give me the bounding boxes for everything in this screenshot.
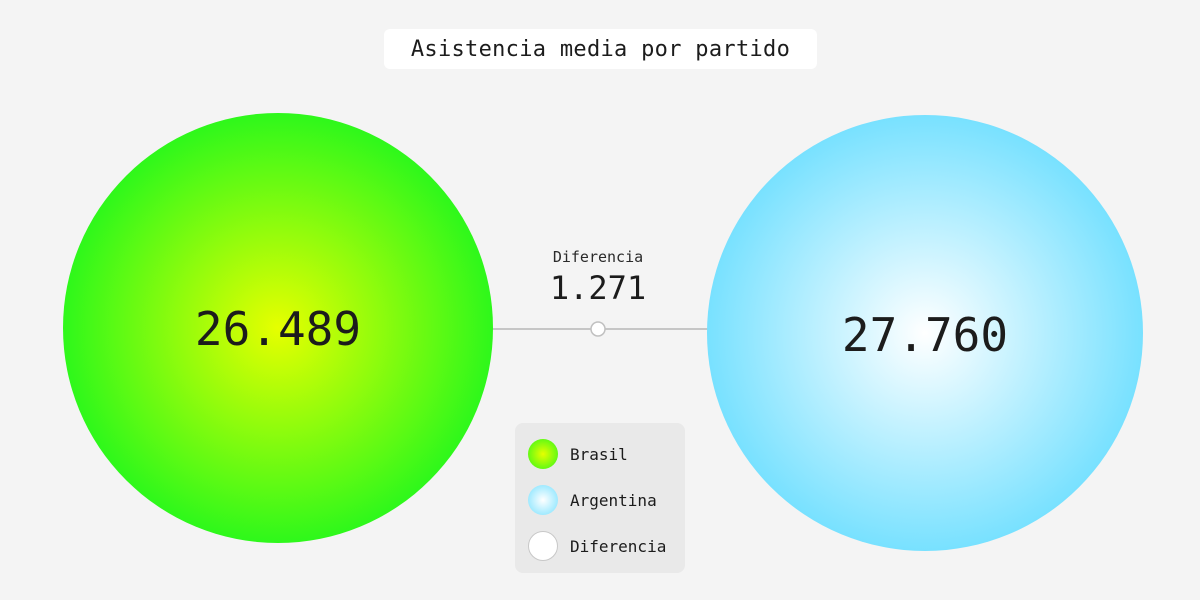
value-label-brasil: 26.489 xyxy=(195,302,361,356)
legend-item-brasil: Brasil xyxy=(528,438,628,470)
value-label-argentina: 27.760 xyxy=(842,308,1008,362)
bubble-argentina xyxy=(707,115,1143,551)
difference-value: 1.271 xyxy=(550,269,646,307)
difference-label: Diferencia xyxy=(553,248,643,266)
legend-swatch-argentina xyxy=(528,485,558,515)
legend: Brasil Argentina Diferencia xyxy=(515,423,685,573)
legend-item-argentina: Argentina xyxy=(528,484,657,516)
legend-swatch-brasil xyxy=(528,439,558,469)
legend-item-diferencia: Diferencia xyxy=(528,530,666,562)
bubble-brasil xyxy=(63,113,493,543)
legend-swatch-diferencia xyxy=(528,531,558,561)
chart-title-text: Asistencia media por partido xyxy=(410,36,791,62)
legend-label-brasil: Brasil xyxy=(570,444,628,464)
difference-marker xyxy=(590,321,606,337)
legend-label-diferencia: Diferencia xyxy=(570,536,667,556)
legend-label-argentina: Argentina xyxy=(570,490,657,510)
chart-title: Asistencia media por partido xyxy=(384,29,817,69)
